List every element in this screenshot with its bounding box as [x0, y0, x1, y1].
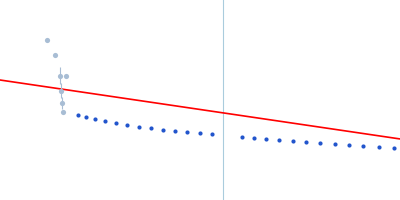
Point	[44, 38, 50, 42]
Point	[251, 136, 257, 139]
Point	[376, 146, 382, 149]
Point	[136, 125, 142, 128]
Point	[209, 133, 215, 136]
Point	[197, 132, 203, 135]
Point	[239, 135, 245, 138]
Point	[303, 141, 309, 144]
Point	[124, 123, 130, 127]
Point	[317, 142, 323, 145]
Point	[75, 113, 81, 116]
Point	[60, 110, 66, 113]
Point	[63, 74, 69, 77]
Point	[360, 145, 366, 148]
Point	[172, 129, 178, 132]
Point	[332, 143, 338, 146]
Point	[276, 138, 282, 142]
Point	[160, 128, 166, 131]
Point	[184, 130, 190, 134]
Point	[58, 89, 64, 92]
Point	[346, 144, 352, 147]
Point	[102, 120, 108, 123]
Point	[391, 147, 397, 150]
Point	[263, 137, 269, 141]
Point	[83, 115, 89, 118]
Point	[59, 102, 65, 105]
Point	[148, 127, 154, 130]
Point	[92, 117, 98, 121]
Point	[290, 139, 296, 143]
Point	[113, 122, 119, 125]
Point	[52, 53, 58, 56]
Point	[57, 74, 63, 77]
